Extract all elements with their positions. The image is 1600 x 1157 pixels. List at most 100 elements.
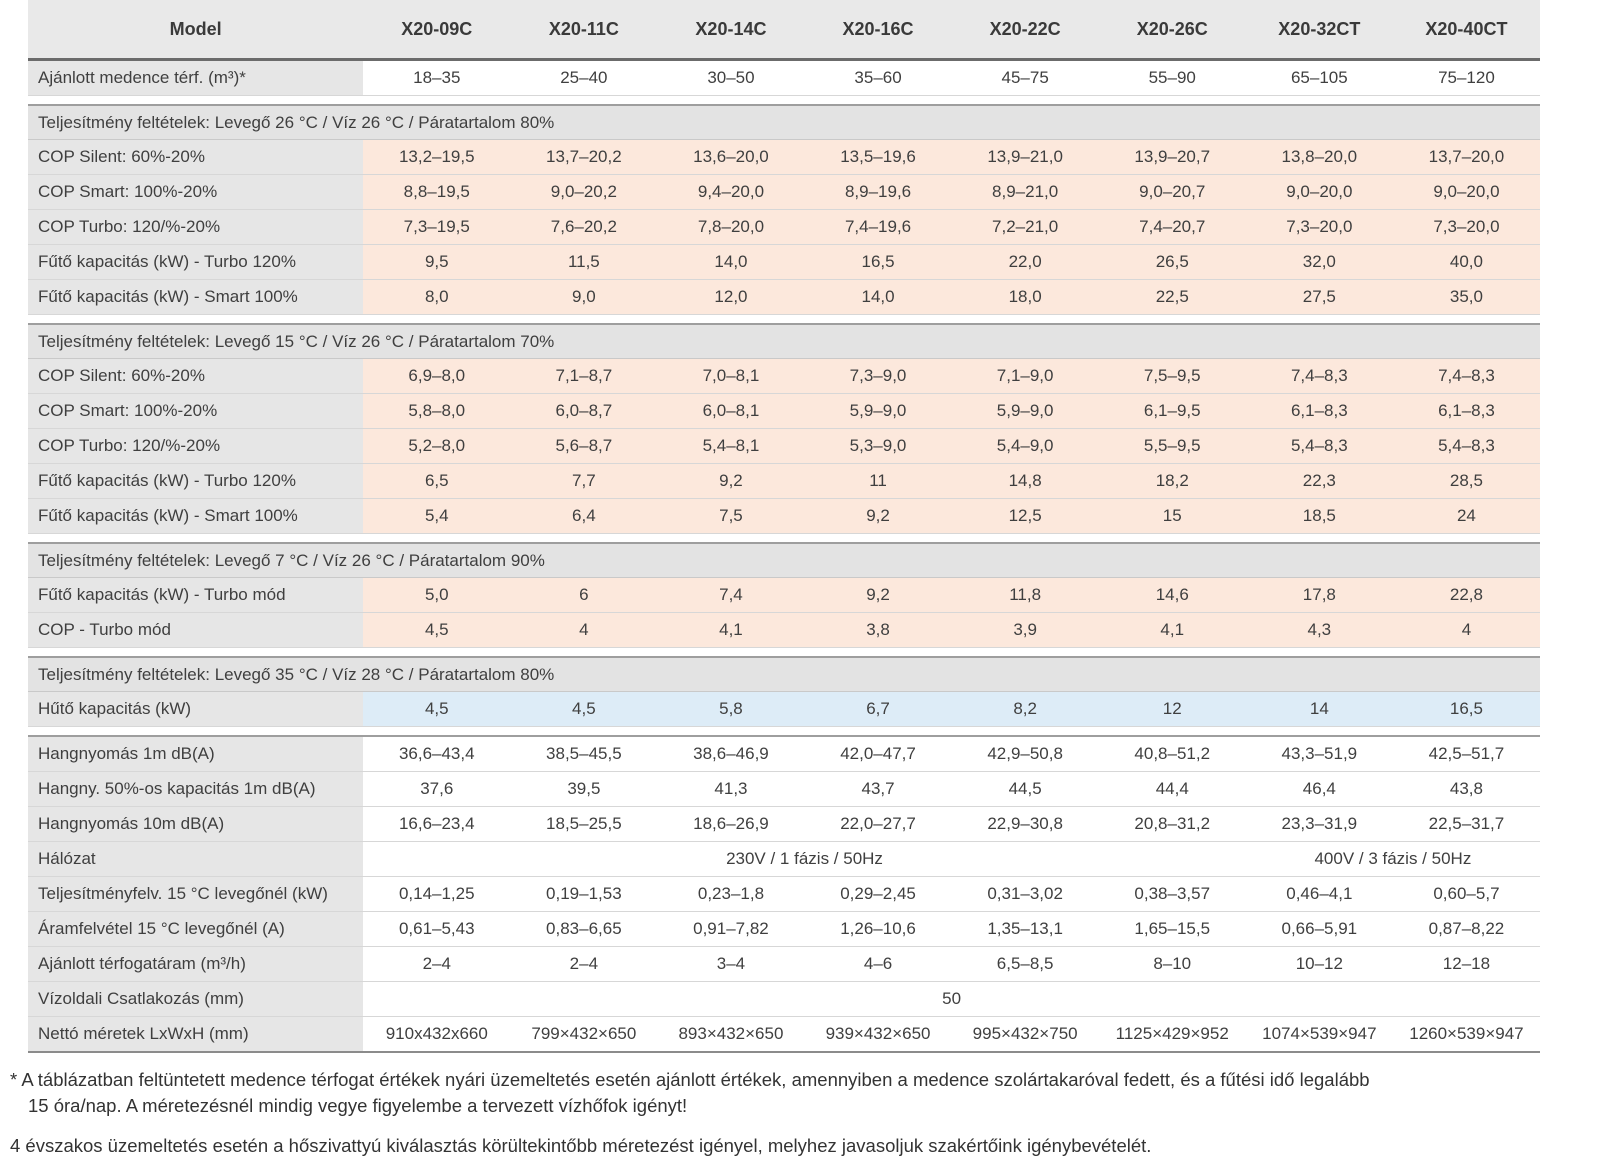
section-title: Teljesítmény feltételek: Levegő 7 °C / V… (28, 542, 1540, 578)
footnote-line: * A táblázatban feltüntetett medence tér… (10, 1069, 1370, 1090)
header-row: Model X20-09C X20-11C X20-14C X20-16C X2… (28, 0, 1540, 61)
cell-value: 13,7–20,0 (1392, 139, 1540, 175)
model-name: X20-14C (657, 0, 805, 61)
cell-value: 0,29–2,45 (804, 876, 952, 912)
cell-value: 14,0 (804, 279, 952, 315)
cell-value: 18–35 (363, 59, 511, 96)
cell-value: 7,4 (657, 577, 805, 613)
cell-value: 9,0–20,0 (1392, 174, 1540, 210)
cell-value: 13,9–20,7 (1098, 139, 1246, 175)
cell-value: 230V / 1 fázis / 50Hz (363, 841, 1246, 877)
cell-value: 46,4 (1245, 771, 1393, 807)
cell-value: 4,5 (363, 612, 511, 648)
section-gap-cell (28, 95, 1540, 105)
cell-value: 7,1–8,7 (510, 358, 658, 394)
cell-value: 42,5–51,7 (1392, 735, 1540, 772)
cell-value: 7,4–8,3 (1245, 358, 1393, 394)
cell-value: 0,87–8,22 (1392, 911, 1540, 947)
cell-value: 20,8–31,2 (1098, 806, 1246, 842)
table-row: Fűtő kapacitás (kW) - Turbo mód 5,0 6 7,4 9,… (28, 577, 1540, 613)
row-label: COP Silent: 60%-20% (28, 139, 364, 175)
cell-value: 995×432×750 (951, 1016, 1099, 1053)
cell-value: 18,6–26,9 (657, 806, 805, 842)
model-name: X20-11C (510, 0, 658, 61)
cell-value: 9,5 (363, 244, 511, 280)
section-gap (28, 647, 1540, 657)
cell-value: 910x432x660 (363, 1016, 511, 1053)
cell-value: 9,0–20,2 (510, 174, 658, 210)
cell-value: 4,1 (657, 612, 805, 648)
footnote-pool-volume: * A táblázatban feltüntetett medence tér… (10, 1067, 1560, 1119)
table-row: Hangnyomás 1m dB(A) 36,6–43,4 38,5–45,5 38,… (28, 735, 1540, 772)
cell-value: 7,5–9,5 (1098, 358, 1246, 394)
cell-value: 38,5–45,5 (510, 735, 658, 772)
cell-value: 6,5–8,5 (951, 946, 1099, 982)
cell-value: 5,8–8,0 (363, 393, 511, 429)
cell-value: 37,6 (363, 771, 511, 807)
row-label: Fűtő kapacitás (kW) - Smart 100% (28, 498, 364, 534)
row-label: Hálózat (28, 841, 364, 877)
cell-value: 50 (363, 981, 1540, 1017)
cell-value: 7,3–9,0 (804, 358, 952, 394)
cell-value: 6,1–9,5 (1098, 393, 1246, 429)
cell-value: 22,5–31,7 (1392, 806, 1540, 842)
model-name: X20-22C (951, 0, 1099, 61)
cell-value: 5,3–9,0 (804, 428, 952, 464)
table-row: COP - Turbo mód 4,5 4 4,1 3,8 3,9 4,1 4,3 4 (28, 612, 1540, 648)
cell-value: 0,61–5,43 (363, 911, 511, 947)
cell-value: 1125×429×952 (1098, 1016, 1246, 1053)
cell-value: 30–50 (657, 59, 805, 96)
table-row: COP Silent: 60%-20% 6,9–8,0 7,1–8,7 7,0–8,1… (28, 358, 1540, 394)
section-gap (28, 95, 1540, 105)
row-label: Fűtő kapacitás (kW) - Turbo 120% (28, 463, 364, 499)
row-label: Fűtő kapacitás (kW) - Turbo mód (28, 577, 364, 613)
cell-value: 23,3–31,9 (1245, 806, 1393, 842)
cell-value: 5,8 (657, 691, 805, 727)
cell-value: 22,3 (1245, 463, 1393, 499)
cell-value: 5,0 (363, 577, 511, 613)
cell-value: 8,0 (363, 279, 511, 315)
cell-value: 40,8–51,2 (1098, 735, 1246, 772)
cell-value: 13,7–20,2 (510, 139, 658, 175)
section-gap (28, 314, 1540, 324)
cell-value: 28,5 (1392, 463, 1540, 499)
cell-value: 15 (1098, 498, 1246, 534)
row-label: Hangnyomás 10m dB(A) (28, 806, 364, 842)
table-row: Hálózat 230V / 1 fázis / 50Hz 400V / 3 fáz… (28, 841, 1540, 877)
cell-value: 13,9–21,0 (951, 139, 1099, 175)
cell-value: 11,8 (951, 577, 1099, 613)
table-body: Ajánlott medence térf. (m³)* 18–35 25–40 30… (28, 59, 1540, 1053)
cell-value: 7,3–20,0 (1392, 209, 1540, 245)
cell-value: 16,5 (1392, 691, 1540, 727)
cell-value: 7,5 (657, 498, 805, 534)
section-gap (28, 533, 1540, 543)
row-label: Hangnyomás 1m dB(A) (28, 735, 364, 772)
cell-value: 0,83–6,65 (510, 911, 658, 947)
cell-value: 4 (510, 612, 658, 648)
table-row: COP Silent: 60%-20% 13,2–19,5 13,7–20,2 13,… (28, 139, 1540, 175)
cell-value: 799×432×650 (510, 1016, 658, 1053)
cell-value: 9,2 (657, 463, 805, 499)
cell-value: 6,9–8,0 (363, 358, 511, 394)
cell-value: 9,0–20,0 (1245, 174, 1393, 210)
cell-value: 22,0–27,7 (804, 806, 952, 842)
cell-value: 1,26–10,6 (804, 911, 952, 947)
cell-value: 0,60–5,7 (1392, 876, 1540, 912)
cell-value: 22,0 (951, 244, 1099, 280)
cell-value: 13,2–19,5 (363, 139, 511, 175)
model-name: X20-16C (804, 0, 952, 61)
cell-value: 9,4–20,0 (657, 174, 805, 210)
cell-value: 27,5 (1245, 279, 1393, 315)
cell-value: 6,1–8,3 (1392, 393, 1540, 429)
row-label: Ajánlott medence térf. (m³)* (28, 59, 364, 96)
cell-value: 26,5 (1098, 244, 1246, 280)
cell-value: 7,0–8,1 (657, 358, 805, 394)
cell-value: 55–90 (1098, 59, 1246, 96)
cell-value: 6,0–8,1 (657, 393, 805, 429)
section-header-row: Teljesítmény feltételek: Levegő 35 °C / … (28, 656, 1540, 692)
cell-value: 22,5 (1098, 279, 1246, 315)
row-label: Hangny. 50%-os kapacitás 1m dB(A) (28, 771, 364, 807)
row-label: Áramfelvétel 15 °C levegőnél (A) (28, 911, 364, 947)
cell-value: 7,3–20,0 (1245, 209, 1393, 245)
cell-value: 44,5 (951, 771, 1099, 807)
